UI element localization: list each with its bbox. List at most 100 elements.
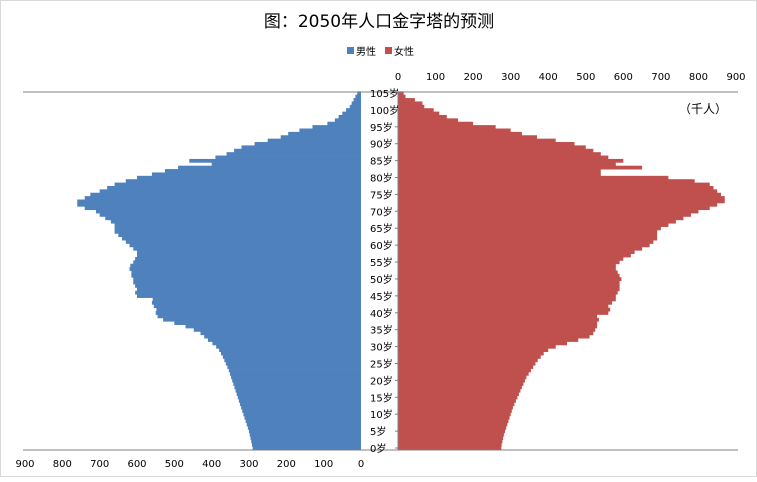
female-bar — [398, 114, 447, 119]
male-bar — [137, 175, 361, 180]
age-tick-label: 15岁 — [370, 391, 393, 404]
female-bar — [398, 104, 425, 109]
female-bar — [398, 331, 594, 336]
female-bar — [398, 297, 616, 302]
male-bar — [243, 412, 361, 417]
female-bar — [398, 415, 510, 420]
male-bar — [226, 152, 361, 156]
female-bar — [398, 236, 658, 241]
male-axis-tick-label: 500 — [165, 459, 184, 470]
male-bar — [153, 304, 361, 309]
male-bar — [137, 250, 361, 254]
male-bar — [204, 334, 361, 339]
male-bar — [351, 101, 361, 106]
female-bar — [398, 185, 714, 190]
female-bar — [398, 398, 516, 403]
female-bar — [398, 213, 691, 217]
female-bar — [398, 307, 611, 312]
female-axis-tick-label: 400 — [539, 72, 558, 83]
female-bar — [398, 314, 598, 319]
female-bar — [398, 358, 538, 363]
female-bar — [398, 243, 650, 248]
female-bar — [398, 351, 544, 356]
age-tick-label: 70岁 — [370, 205, 393, 218]
male-bar — [238, 398, 361, 403]
male-bar — [342, 111, 361, 116]
age-tick-label: 90岁 — [370, 138, 393, 151]
male-bar — [225, 361, 361, 366]
male-bar — [133, 277, 361, 282]
male-bar — [267, 138, 361, 143]
female-bar — [398, 321, 598, 325]
female-bar — [398, 138, 556, 143]
male-bar — [254, 142, 361, 146]
male-bar — [156, 307, 361, 312]
female-bar — [398, 152, 601, 156]
female-bar — [398, 94, 406, 99]
female-bar — [398, 165, 643, 170]
female-axis-tick-label: 100 — [426, 72, 445, 83]
male-bar — [155, 311, 361, 315]
age-tick-label: 65岁 — [370, 222, 393, 235]
legend-swatch-female — [385, 47, 392, 54]
age-tick-label: 50岁 — [370, 273, 393, 286]
female-bar — [398, 125, 496, 129]
female-bar — [398, 442, 502, 447]
female-axis-tick-label: 800 — [689, 72, 708, 83]
female-bar — [398, 304, 609, 309]
age-tick-label: 95岁 — [370, 121, 393, 134]
male-bar — [84, 196, 361, 200]
female-bar — [398, 392, 519, 396]
female-bar — [398, 155, 609, 160]
male-axis-tick-label: 800 — [53, 459, 72, 470]
female-bar — [398, 196, 725, 200]
male-bar — [233, 382, 361, 386]
female-bar — [398, 267, 616, 271]
male-bar — [207, 338, 361, 342]
male-bar — [95, 209, 362, 214]
male-bar — [234, 385, 361, 390]
female-bar — [398, 260, 620, 265]
female-bar — [398, 111, 440, 116]
female-bar — [398, 182, 710, 187]
female-bar — [398, 229, 658, 234]
male-bar — [152, 297, 361, 302]
female-bar — [398, 192, 721, 197]
female-bar — [398, 206, 710, 211]
male-bar — [174, 321, 361, 325]
male-bar — [133, 260, 361, 265]
age-tick-label: 0岁 — [370, 442, 386, 455]
age-tick-label: 10岁 — [370, 408, 393, 421]
female-bar — [398, 199, 725, 204]
female-bar — [398, 338, 579, 342]
male-bar — [346, 108, 361, 112]
female-bar — [398, 327, 596, 332]
female-bar — [398, 148, 594, 153]
male-bar — [353, 98, 361, 102]
female-bar — [398, 131, 522, 136]
male-bar — [118, 233, 361, 238]
female-bar — [398, 388, 521, 393]
male-bar — [130, 263, 361, 268]
male-bar — [241, 405, 361, 410]
male-bar — [244, 415, 361, 420]
female-bar — [398, 348, 549, 353]
male-bar — [215, 155, 361, 160]
male-bar — [237, 395, 361, 400]
male-bar — [235, 388, 361, 393]
male-bar — [129, 267, 361, 271]
male-bar — [129, 243, 361, 248]
female-bar — [398, 361, 536, 366]
female-bar — [398, 189, 718, 194]
female-bar — [398, 270, 618, 275]
male-bar — [135, 256, 361, 261]
male-bar — [334, 118, 361, 123]
age-tick-label: 85岁 — [370, 155, 393, 168]
female-bar — [398, 273, 620, 278]
female-bar — [398, 246, 643, 251]
female-axis-tick-label: 700 — [651, 72, 670, 83]
female-bar — [398, 284, 620, 288]
male-bar — [355, 94, 361, 99]
female-bar — [398, 324, 598, 329]
female-bar — [398, 162, 616, 167]
